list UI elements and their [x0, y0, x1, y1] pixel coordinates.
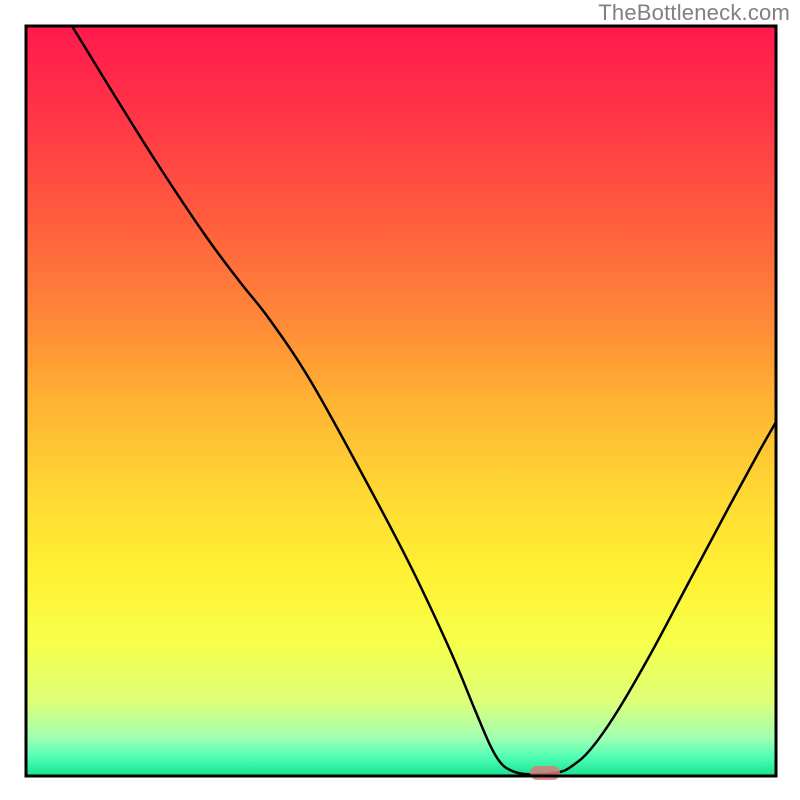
- plot-background: [26, 26, 776, 776]
- bottleneck-chart: [0, 0, 800, 800]
- chart-container: TheBottleneck.com: [0, 0, 800, 800]
- minimum-marker: [530, 766, 560, 780]
